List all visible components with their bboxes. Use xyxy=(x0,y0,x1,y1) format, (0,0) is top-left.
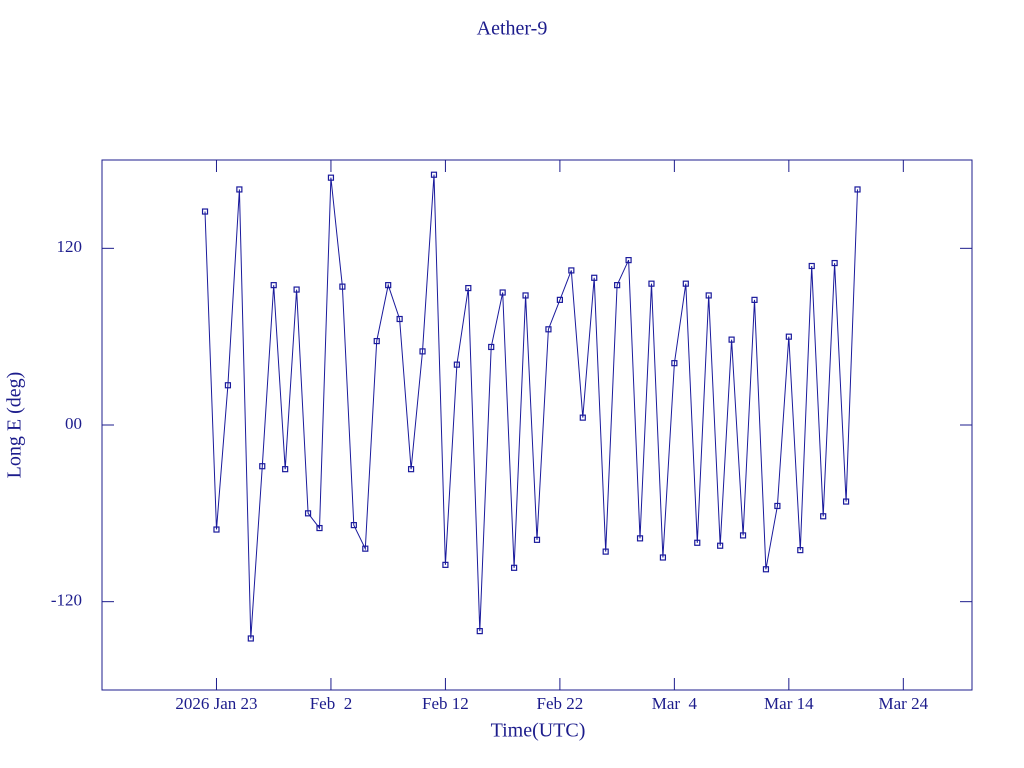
data-point xyxy=(602,548,609,555)
data-point xyxy=(499,289,506,296)
x-tick-label: Mar 4 xyxy=(652,694,698,713)
x-tick-label: 2026 Jan 23 xyxy=(175,694,257,713)
data-point xyxy=(751,296,758,303)
y-axis-label: Long E (deg) xyxy=(4,372,26,479)
data-point xyxy=(808,262,815,270)
y-tick-label: 120 xyxy=(57,237,83,256)
data-point xyxy=(854,186,861,193)
data-point xyxy=(739,532,747,539)
data-point xyxy=(453,361,460,368)
data-point xyxy=(728,336,735,343)
data-point xyxy=(476,628,483,635)
data-point xyxy=(785,333,792,340)
data-point xyxy=(820,513,827,520)
y-tick-label: 00 xyxy=(65,414,82,433)
data-line xyxy=(204,174,858,639)
data-point xyxy=(339,283,346,290)
data-point xyxy=(488,343,495,351)
data-point xyxy=(259,463,266,470)
data-point xyxy=(831,259,838,267)
data-point xyxy=(591,274,598,281)
data-point xyxy=(465,284,472,292)
data-point xyxy=(236,186,243,193)
data-point xyxy=(373,337,380,345)
data-point xyxy=(568,267,575,274)
plot-area xyxy=(201,171,861,642)
data-point xyxy=(362,545,369,552)
data-point xyxy=(430,171,438,178)
data-point xyxy=(694,539,701,546)
data-point xyxy=(224,382,232,389)
data-point xyxy=(705,292,712,299)
data-point xyxy=(797,547,804,554)
plot-frame xyxy=(101,159,973,691)
data-point xyxy=(270,282,277,289)
data-point xyxy=(533,536,541,543)
data-point xyxy=(682,280,689,287)
x-tick-label: Mar 14 xyxy=(764,694,814,713)
data-point xyxy=(614,282,621,289)
data-point xyxy=(717,542,724,549)
data-point xyxy=(545,326,552,333)
x-tick-label: Feb 2 xyxy=(310,694,353,713)
data-point xyxy=(396,315,403,323)
data-point xyxy=(350,522,357,529)
data-point xyxy=(659,554,667,561)
data-point xyxy=(522,292,529,299)
data-point xyxy=(556,296,563,303)
data-point xyxy=(316,524,323,532)
data-point xyxy=(419,348,426,355)
data-point xyxy=(247,635,254,642)
data-point xyxy=(762,566,770,573)
data-point xyxy=(407,466,415,473)
data-point xyxy=(201,208,209,215)
data-point xyxy=(327,174,335,181)
chart-title: Aether-9 xyxy=(477,18,548,40)
data-point xyxy=(648,280,655,287)
data-point xyxy=(636,535,644,542)
data-point xyxy=(304,510,312,517)
data-point xyxy=(442,561,449,568)
data-point xyxy=(385,282,392,289)
x-axis-label: Time(UTC) xyxy=(491,720,586,742)
data-point xyxy=(213,526,220,533)
x-tick-label: Feb 22 xyxy=(537,694,584,713)
data-point xyxy=(579,414,586,421)
y-tick-label: -120 xyxy=(51,591,82,610)
data-point xyxy=(282,466,289,473)
data-point xyxy=(671,360,678,367)
data-point xyxy=(625,257,632,264)
data-point xyxy=(511,564,518,571)
data-point xyxy=(842,498,850,505)
data-point xyxy=(774,502,781,510)
x-tick-label: Feb 12 xyxy=(422,694,469,713)
x-tick-label: Mar 24 xyxy=(879,694,929,713)
data-point xyxy=(293,286,300,293)
